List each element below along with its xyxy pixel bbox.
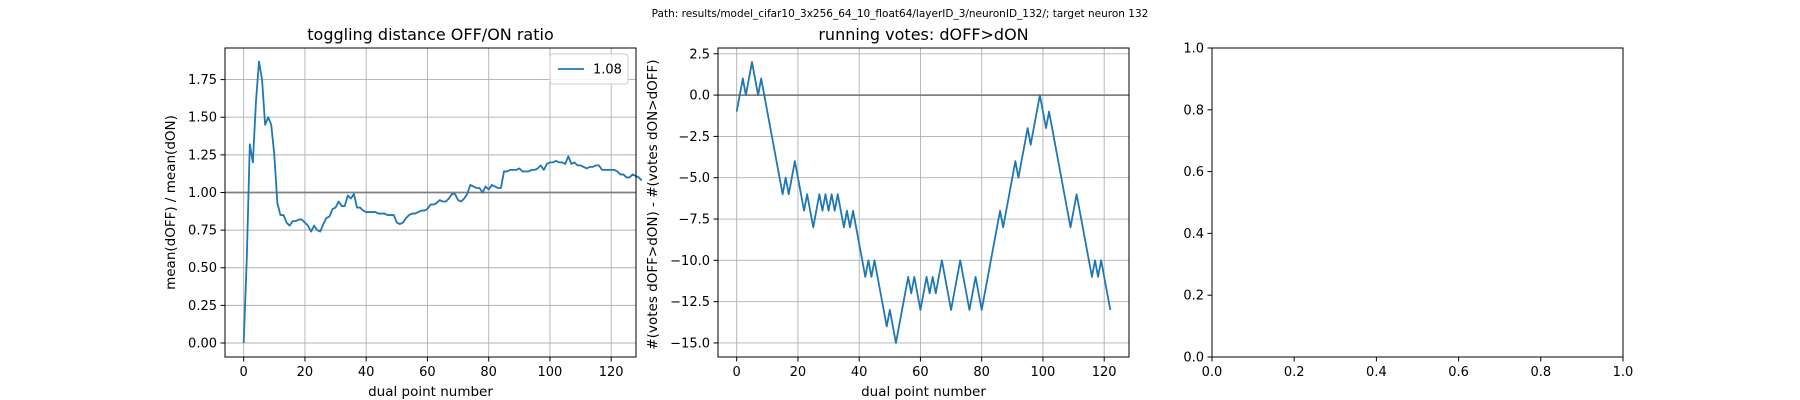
y-tick-label: 0.0 <box>1183 351 1204 366</box>
axes-frame <box>224 47 637 358</box>
x-tick-label: 0.4 <box>1366 365 1387 380</box>
y-tick-label: 1.25 <box>188 148 217 163</box>
y-tick-label: −5.0 <box>678 171 710 186</box>
chart-panel-2: 0 20 40 60 80 100 120 2.5 0.0 −2.5 −5.0 −7.5 −10.0 −1… <box>645 25 1130 400</box>
series-line-1 <box>242 60 643 344</box>
x-tick-label: 20 <box>790 365 807 380</box>
x-tick-label: 0.8 <box>1530 365 1551 380</box>
y-tick-label: 0.8 <box>1183 103 1204 118</box>
x-tick-label: 80 <box>480 365 497 380</box>
x-axis-label: dual point number <box>368 384 493 400</box>
chart-title: running votes: dOFF>dON <box>818 25 1028 44</box>
x-tick-label: 100 <box>538 365 563 380</box>
x-tick-label: 120 <box>599 365 624 380</box>
x-tick-label: 0 <box>240 365 248 380</box>
y-tick-label: 1.75 <box>188 73 217 88</box>
series-line-1 <box>735 61 1112 344</box>
y-tick-label: 2.5 <box>689 47 710 62</box>
y-tick-label: 0.50 <box>188 261 217 276</box>
legend-box <box>549 53 629 85</box>
x-tick-label: 0.2 <box>1284 365 1305 380</box>
y-axis-label: mean(dOFF) / mean(dON) <box>163 115 179 290</box>
chart-panel-3: 0.0 0.2 0.4 0.6 0.8 1.0 0.0 0.2 0.4 0.6 0.8 1.0 <box>1183 42 1633 381</box>
x-tick-label: 80 <box>973 365 990 380</box>
chart-title: toggling distance OFF/ON ratio <box>307 25 553 44</box>
x-tick-label: 100 <box>1031 365 1056 380</box>
x-tick-label: 60 <box>419 365 436 380</box>
legend: 1.08 <box>549 53 629 85</box>
x-tick-label: 60 <box>912 365 929 380</box>
x-tick-label: 20 <box>297 365 314 380</box>
legend-label: 1.08 <box>593 63 622 78</box>
y-tick-label: 0.2 <box>1183 289 1204 304</box>
y-tick-label: −7.5 <box>678 213 710 228</box>
x-tick-label: 0.0 <box>1202 365 1223 380</box>
y-tick-label: 1.00 <box>188 186 217 201</box>
x-axis-label: dual point number <box>861 384 986 400</box>
y-tick-label: −12.5 <box>670 295 710 310</box>
x-tick-label: 0.6 <box>1448 365 1469 380</box>
y-tick-label: −15.0 <box>670 336 710 351</box>
y-tick-label: 0.00 <box>188 337 217 352</box>
y-tick-label: 0.0 <box>689 89 710 104</box>
axes-frame <box>717 47 1130 358</box>
panels: 0 20 40 60 80 100 1200.000.250.500.751.001.251… <box>163 25 1633 400</box>
y-tick-label: 0.6 <box>1183 165 1204 180</box>
x-tick-label: 0 <box>733 365 741 380</box>
y-tick-label: −10.0 <box>670 254 710 269</box>
y-axis-label: #(votes dOFF>dON) - #(votes dON>dOFF) <box>645 59 661 349</box>
x-tick-label: 120 <box>1092 365 1117 380</box>
y-tick-label: 0.4 <box>1183 227 1204 242</box>
y-tick-label: 0.75 <box>188 224 217 239</box>
chart-panel-1: 0 20 40 60 80 100 120 0.00 0.25 0.50 0.75 1.00 1.25 1… <box>163 25 643 400</box>
y-tick-label: 0.25 <box>188 299 217 314</box>
figure-suptitle: Path: results/model_cifar10_3x256_64_10_… <box>652 8 1149 20</box>
y-tick-label: −2.5 <box>678 130 710 145</box>
axes-frame <box>1211 47 1624 358</box>
y-tick-label: 1.50 <box>188 111 217 126</box>
x-tick-label: 40 <box>851 365 868 380</box>
x-tick-label: 1.0 <box>1613 365 1634 380</box>
y-tick-label: 1.0 <box>1183 42 1204 57</box>
x-tick-label: 40 <box>358 365 375 380</box>
